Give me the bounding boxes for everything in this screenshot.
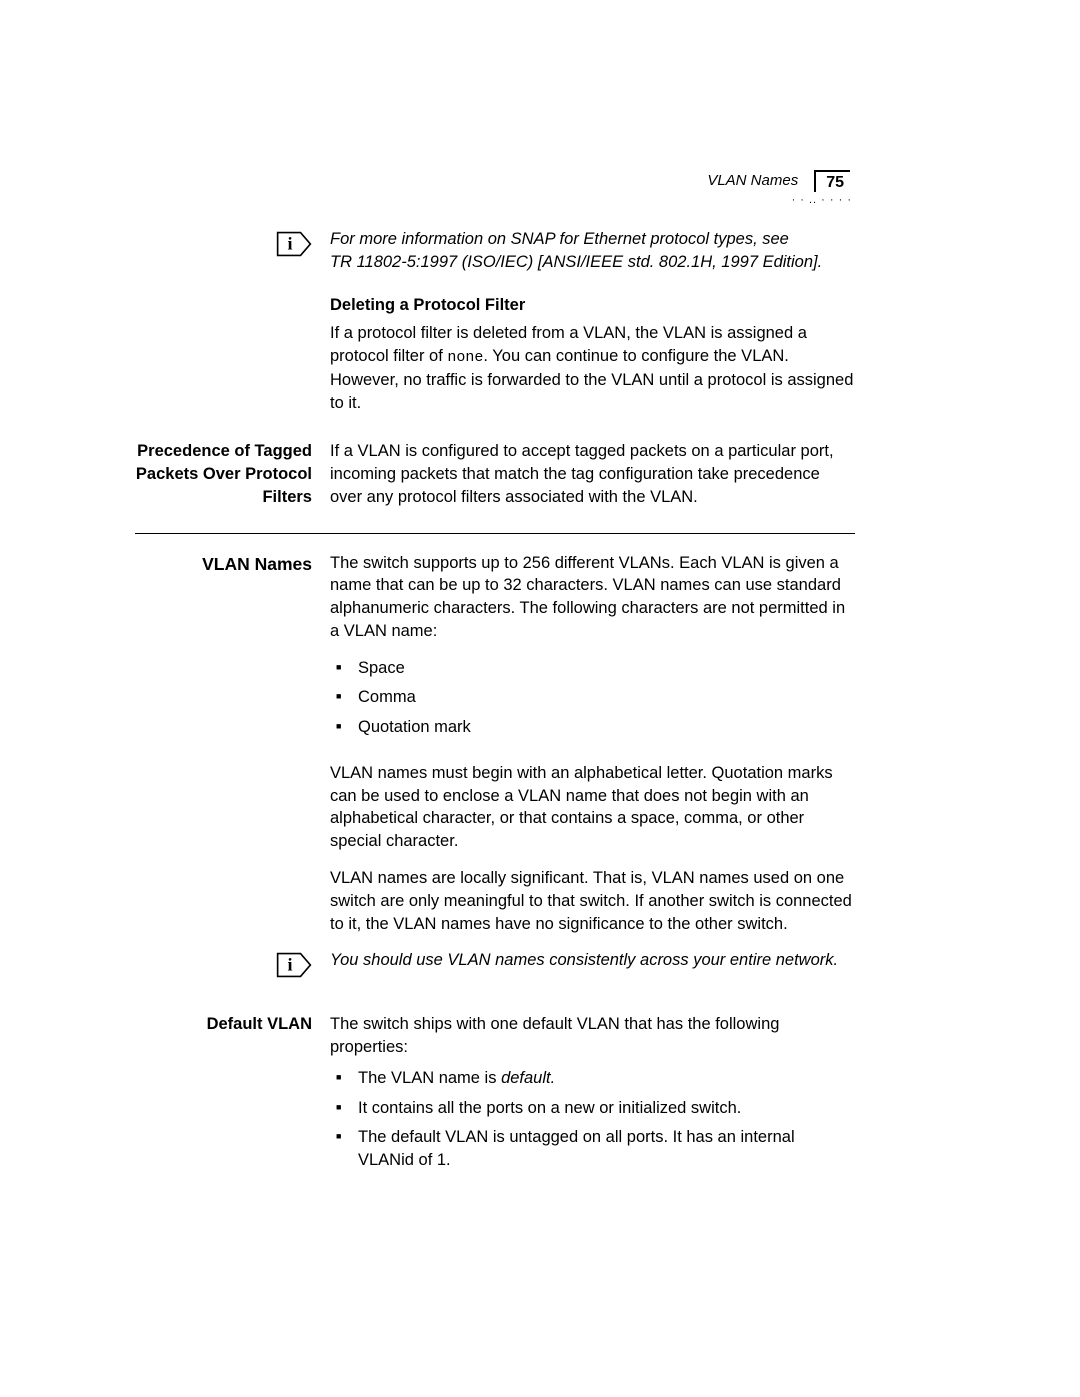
info-note-snap: i For more information on SNAP for Ether… — [135, 228, 855, 274]
text: The VLAN name is — [358, 1069, 501, 1087]
vlan-name-default: default. — [501, 1069, 555, 1087]
note-text-line1: For more information on SNAP for Etherne… — [330, 228, 855, 251]
paragraph: VLAN names are locally significant. That… — [330, 867, 855, 935]
paragraph: The switch supports up to 256 different … — [330, 552, 855, 643]
running-header: VLAN Names 75 · · .. · · · · — [707, 170, 850, 192]
subheading: Deleting a Protocol Filter — [330, 294, 855, 317]
code-literal-none: none — [447, 349, 483, 366]
paragraph: VLAN names must begin with an alphabetic… — [330, 762, 855, 853]
info-icon: i — [276, 230, 312, 258]
side-heading-precedence: Precedence of Tagged Packets Over Protoc… — [135, 440, 312, 508]
svg-text:i: i — [287, 955, 292, 975]
side-heading-default-vlan: Default VLAN — [135, 1013, 312, 1036]
bullet-list-default-vlan-props: The VLAN name is default. It contains al… — [330, 1067, 855, 1172]
note-text-line2: TR 11802-5:1997 (ISO/IEC) [ANSI/IEEE std… — [330, 251, 855, 274]
list-item: The default VLAN is untagged on all port… — [330, 1126, 855, 1172]
page-body: i For more information on SNAP for Ether… — [135, 228, 855, 1199]
section-default-vlan: Default VLAN The switch ships with one d… — [135, 1013, 855, 1179]
side-heading-line: Filters — [135, 486, 312, 509]
list-item: It contains all the ports on a new or in… — [330, 1097, 855, 1120]
section-vlan-names: VLAN Names The switch supports up to 256… — [135, 552, 855, 936]
list-item: Space — [330, 657, 855, 680]
page: VLAN Names 75 · · .. · · · · i For more … — [0, 0, 1080, 1397]
info-note-consistent-names: i You should use VLAN names consistently… — [135, 949, 855, 979]
paragraph: The switch ships with one default VLAN t… — [330, 1013, 855, 1059]
section-precedence: Precedence of Tagged Packets Over Protoc… — [135, 440, 855, 508]
list-item: Comma — [330, 686, 855, 709]
page-number: 75 — [814, 170, 850, 192]
side-heading-vlan-names: VLAN Names — [135, 552, 312, 576]
side-heading-line: Precedence of Tagged — [135, 440, 312, 463]
running-header-title: VLAN Names — [707, 170, 798, 189]
section-rule — [135, 533, 855, 534]
list-item: Quotation mark — [330, 716, 855, 739]
paragraph: If a protocol filter is deleted from a V… — [330, 322, 855, 414]
side-heading-line: Packets Over Protocol — [135, 463, 312, 486]
header-dots-ornament: · · .. · · · · — [792, 194, 852, 206]
note-text: You should use VLAN names consistently a… — [330, 949, 855, 972]
bullet-list-forbidden-chars: Space Comma Quotation mark — [330, 657, 855, 739]
paragraph: If a VLAN is configured to accept tagged… — [330, 440, 855, 508]
list-item: The VLAN name is default. — [330, 1067, 855, 1090]
svg-text:i: i — [287, 234, 292, 254]
section-deleting-protocol-filter: Deleting a Protocol Filter If a protocol… — [135, 294, 855, 415]
info-icon: i — [276, 951, 312, 979]
